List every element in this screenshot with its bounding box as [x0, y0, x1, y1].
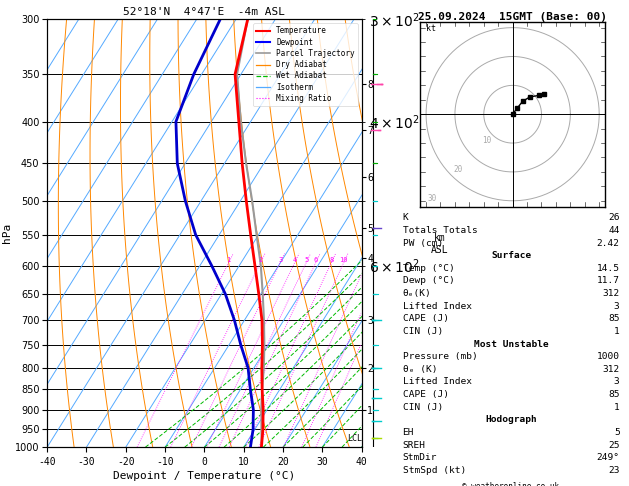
Text: 2.42: 2.42 [596, 239, 620, 247]
Text: StmDir: StmDir [403, 453, 437, 462]
Text: 3: 3 [614, 378, 620, 386]
Text: 20: 20 [453, 165, 462, 174]
Text: 312: 312 [603, 365, 620, 374]
Text: 5: 5 [614, 428, 620, 437]
Text: 25.09.2024  15GMT (Base: 00): 25.09.2024 15GMT (Base: 00) [418, 12, 607, 22]
Text: 1: 1 [226, 257, 231, 263]
Text: SREH: SREH [403, 441, 426, 450]
Text: 3: 3 [614, 302, 620, 311]
Text: 26: 26 [608, 213, 620, 222]
Text: Lifted Index: Lifted Index [403, 378, 472, 386]
Text: θₑ (K): θₑ (K) [403, 365, 437, 374]
Text: 1: 1 [614, 327, 620, 336]
Text: 14.5: 14.5 [596, 264, 620, 273]
Text: 23: 23 [608, 466, 620, 475]
Text: CIN (J): CIN (J) [403, 327, 443, 336]
Text: K: K [403, 213, 408, 222]
Text: 10: 10 [482, 136, 491, 145]
Text: Hodograph: Hodograph [485, 416, 537, 424]
Text: 85: 85 [608, 314, 620, 323]
X-axis label: Dewpoint / Temperature (°C): Dewpoint / Temperature (°C) [113, 471, 296, 481]
Text: 8: 8 [329, 257, 333, 263]
Title: 52°18'N  4°47'E  -4m ASL: 52°18'N 4°47'E -4m ASL [123, 7, 286, 17]
Text: Lifted Index: Lifted Index [403, 302, 472, 311]
Text: Surface: Surface [491, 251, 531, 260]
Text: 10: 10 [340, 257, 348, 263]
Text: Most Unstable: Most Unstable [474, 340, 548, 348]
Text: kt: kt [426, 23, 436, 33]
Text: 1: 1 [614, 403, 620, 412]
Text: 30: 30 [427, 194, 437, 203]
Text: Pressure (mb): Pressure (mb) [403, 352, 477, 361]
Text: CAPE (J): CAPE (J) [403, 314, 448, 323]
Text: 85: 85 [608, 390, 620, 399]
Text: Totals Totals: Totals Totals [403, 226, 477, 235]
Text: EH: EH [403, 428, 414, 437]
Y-axis label: hPa: hPa [3, 223, 12, 243]
Text: 312: 312 [603, 289, 620, 298]
Text: © weatheronline.co.uk: © weatheronline.co.uk [462, 482, 560, 486]
Text: 6: 6 [314, 257, 318, 263]
Text: 2: 2 [259, 257, 263, 263]
Legend: Temperature, Dewpoint, Parcel Trajectory, Dry Adiabat, Wet Adiabat, Isotherm, Mi: Temperature, Dewpoint, Parcel Trajectory… [253, 23, 358, 106]
Text: Temp (°C): Temp (°C) [403, 264, 454, 273]
Text: 44: 44 [608, 226, 620, 235]
Text: CAPE (J): CAPE (J) [403, 390, 448, 399]
Text: PW (cm): PW (cm) [403, 239, 443, 247]
Text: CIN (J): CIN (J) [403, 403, 443, 412]
Text: 5: 5 [304, 257, 308, 263]
Text: 1000: 1000 [596, 352, 620, 361]
Text: 11.7: 11.7 [596, 277, 620, 285]
Text: Dewp (°C): Dewp (°C) [403, 277, 454, 285]
Text: 3: 3 [278, 257, 282, 263]
Text: StmSpd (kt): StmSpd (kt) [403, 466, 466, 475]
Y-axis label: km
ASL: km ASL [431, 233, 448, 255]
Text: 249°: 249° [596, 453, 620, 462]
Text: θₑ(K): θₑ(K) [403, 289, 431, 298]
Text: 25: 25 [608, 441, 620, 450]
Text: 4: 4 [292, 257, 297, 263]
Text: LCL: LCL [347, 434, 362, 443]
